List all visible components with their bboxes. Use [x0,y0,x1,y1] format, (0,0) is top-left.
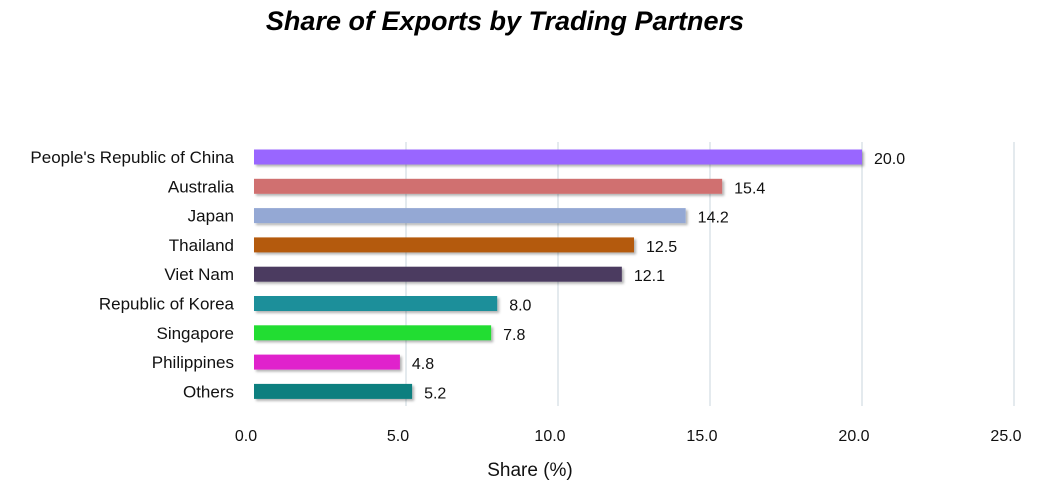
bar [254,383,413,399]
labels: 0.0 5.0 10.0 15.0 20.0 25.0 People's Republic … [30,148,1021,445]
bar [254,178,723,194]
bar [254,237,634,253]
category-label: Thailand [169,236,234,255]
x-tick-label: 10.0 [534,428,565,445]
data-label: 4.8 [412,356,434,373]
category-label: Republic of Korea [99,295,235,314]
x-tick-label: 5.0 [387,428,409,445]
data-label: 12.1 [634,268,665,285]
category-label: Australia [168,177,235,196]
x-tick-label: 0.0 [235,428,257,445]
category-label: Viet Nam [164,265,234,284]
bar [254,208,686,224]
data-label: 14.2 [698,210,729,227]
x-tick-label: 20.0 [838,428,869,445]
data-label: 20.0 [874,151,905,168]
data-label: 12.5 [646,239,677,256]
bar [254,296,498,311]
category-label: People's Republic of China [30,148,234,167]
category-label: Philippines [152,353,234,372]
category-label: Japan [188,207,234,226]
data-label: 5.2 [424,385,446,402]
x-tick-label: 25.0 [990,428,1021,445]
data-label: 8.0 [509,298,531,315]
bar [254,354,400,370]
x-axis-title: Share (%) [487,460,573,481]
bar [254,266,622,282]
category-label: Others [183,382,234,401]
bar [254,325,492,341]
bars [254,149,862,399]
data-label: 7.8 [503,327,525,344]
category-label: Singapore [156,324,234,343]
chart-title: Share of Exports by Trading Partners [265,6,745,36]
bar [254,149,862,165]
data-label: 15.4 [734,180,765,197]
x-tick-label: 15.0 [686,428,717,445]
